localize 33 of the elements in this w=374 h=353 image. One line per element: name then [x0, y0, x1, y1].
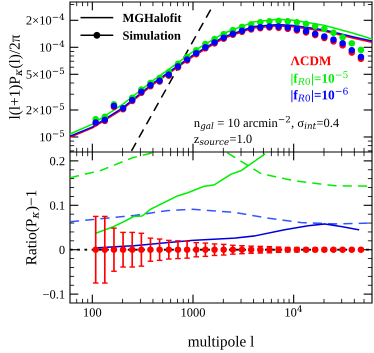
series-label: |f$_{R0}$|=10$^{−5}$	[291, 71, 348, 86]
point	[348, 46, 356, 54]
y-tick-label: 0	[59, 246, 65, 254]
x-tick-label: 100	[84, 308, 102, 317]
y-tick-label: 10$^{−5}$	[40, 130, 64, 142]
point	[339, 34, 346, 41]
annotation: z$_{source}$=1.0	[194, 134, 252, 146]
y-tick-label: 0.2	[50, 156, 64, 166]
point	[312, 22, 318, 30]
point	[284, 18, 291, 25]
point	[302, 20, 310, 28]
x-tick-label: 10$^{4}$	[285, 305, 302, 317]
point	[321, 26, 328, 32]
y-tick-label: −0.1	[43, 290, 64, 299]
y-axis-title: l(l+1)P$_{κ}$(l)/2π	[9, 34, 23, 120]
point	[348, 40, 356, 47]
y-tick-label: 10$^{−4}$	[40, 40, 64, 52]
annotation: Simulation	[123, 30, 181, 40]
y-tick-label: 2×10$^{−5}$	[26, 103, 64, 114]
y-tick-label: 5×10$^{−5}$	[26, 68, 64, 79]
x-tick-label: 1000	[182, 308, 206, 317]
y-tick-label: 0.1	[50, 201, 64, 210]
annotation: n$_{gal}$ = 10 arcmin$^{−2}$, σ$_{int}$=0.4	[194, 116, 339, 131]
text: |f$_{R0}$|=10$^{−6}$	[291, 88, 348, 102]
x-axis-title: multipole l	[188, 336, 254, 350]
y-axis-title: Ratio(P$_{κ}$)−1	[26, 190, 40, 265]
point	[294, 19, 300, 26]
annotation: MGHalofit	[122, 13, 182, 22]
point	[358, 46, 364, 54]
y-tick-label: 2×10$^{−4}$	[26, 14, 64, 25]
point	[275, 18, 282, 24]
point	[330, 30, 337, 36]
series-label: ΛCDM	[290, 56, 332, 66]
